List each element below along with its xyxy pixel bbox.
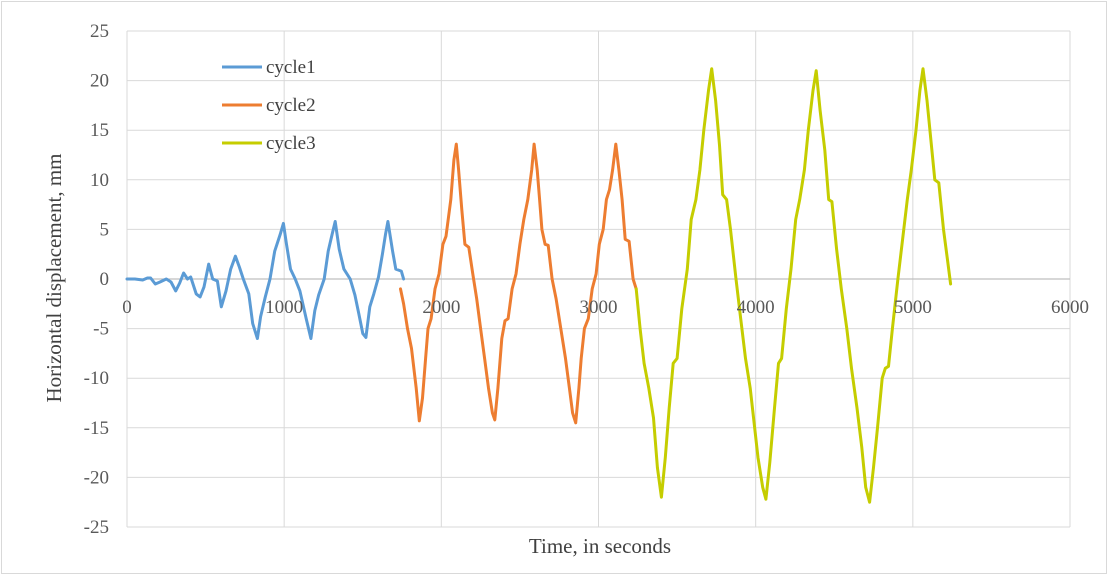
x-tick-label: 6000 bbox=[1051, 297, 1089, 318]
y-tick-label: 0 bbox=[100, 269, 110, 290]
series-line-cycle2 bbox=[399, 142, 638, 425]
y-tick-label: -25 bbox=[84, 517, 109, 538]
series-line-cycle1 bbox=[125, 220, 406, 340]
y-tick-label: -15 bbox=[84, 418, 109, 439]
x-tick-label: 0 bbox=[122, 297, 132, 318]
x-tick-label: 1000 bbox=[265, 297, 303, 318]
x-axis-title: Time, in seconds bbox=[529, 534, 671, 558]
y-tick-label: 20 bbox=[90, 71, 109, 92]
legend-label-cycle3: cycle3 bbox=[266, 133, 316, 154]
x-tick-label: 2000 bbox=[422, 297, 460, 318]
x-tick-label: 5000 bbox=[894, 297, 932, 318]
y-tick-label: 25 bbox=[90, 21, 109, 42]
legend: cycle1 cycle2 cycle3 bbox=[222, 57, 316, 154]
legend-label-cycle1: cycle1 bbox=[266, 57, 316, 78]
x-tick-label: 4000 bbox=[737, 297, 775, 318]
tick-labels: -25 -20 -15 -10 -5 0 5 10 15 20 25 0 1000 2000 3000 400… bbox=[84, 21, 1089, 538]
legend-label-cycle2: cycle2 bbox=[266, 95, 316, 116]
series-lines bbox=[125, 67, 953, 504]
y-tick-label: -5 bbox=[93, 319, 109, 340]
y-tick-label: -10 bbox=[84, 368, 109, 389]
y-tick-label: 5 bbox=[100, 219, 110, 240]
y-tick-label: -20 bbox=[84, 467, 109, 488]
x-tick-label: 3000 bbox=[580, 297, 618, 318]
series-line-cycle3 bbox=[634, 67, 953, 504]
y-tick-label: 10 bbox=[90, 170, 109, 191]
y-tick-label: 15 bbox=[90, 120, 109, 141]
y-axis-title: Horizontal displacement, mm bbox=[42, 153, 66, 402]
